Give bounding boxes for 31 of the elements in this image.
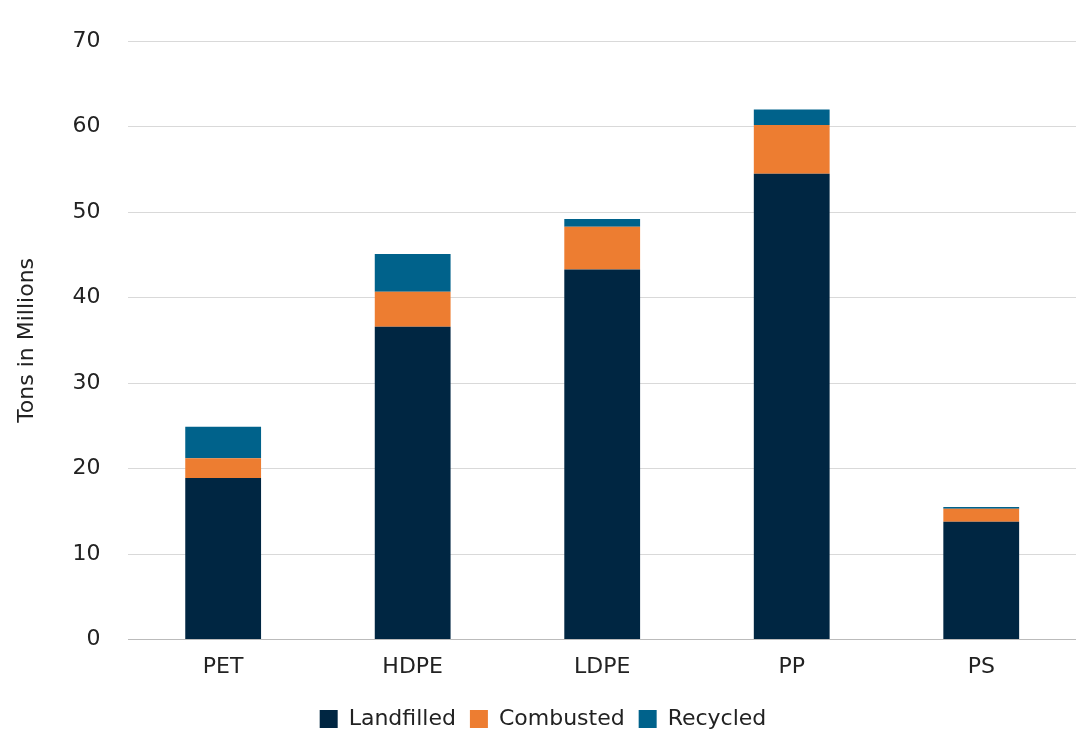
bar xyxy=(564,226,641,270)
bar xyxy=(185,426,262,459)
bar xyxy=(753,124,830,174)
x-tick-label: HDPE xyxy=(382,652,443,678)
bar xyxy=(374,254,451,292)
x-tick-label: LDPE xyxy=(574,652,631,678)
legend-label: Recycled xyxy=(667,704,767,730)
y-axis-title: Tons in Millions xyxy=(12,257,38,424)
y-tick-label: 0 xyxy=(86,625,101,651)
y-tick-label: 40 xyxy=(72,283,101,309)
bar xyxy=(374,326,451,640)
bar xyxy=(753,109,830,125)
y-tick-label: 60 xyxy=(72,112,101,138)
y-tick-label: 10 xyxy=(72,539,101,565)
y-tick-label: 30 xyxy=(72,368,101,394)
bar xyxy=(185,478,262,640)
bar xyxy=(185,458,262,479)
bar xyxy=(374,291,451,327)
bar xyxy=(943,521,1020,640)
x-tick-label: PET xyxy=(202,652,245,678)
bar xyxy=(564,269,641,640)
bar xyxy=(943,508,1020,522)
y-tick-label: 70 xyxy=(72,26,101,52)
legend-label: Landfilled xyxy=(348,704,456,730)
x-tick-label: PP xyxy=(778,652,805,678)
x-tick-label: PS xyxy=(967,652,995,678)
bar xyxy=(564,219,641,227)
y-tick-label: 50 xyxy=(72,197,101,223)
legend-label: Combusted xyxy=(498,704,625,730)
y-tick-label: 20 xyxy=(72,454,101,480)
bar xyxy=(753,173,830,640)
